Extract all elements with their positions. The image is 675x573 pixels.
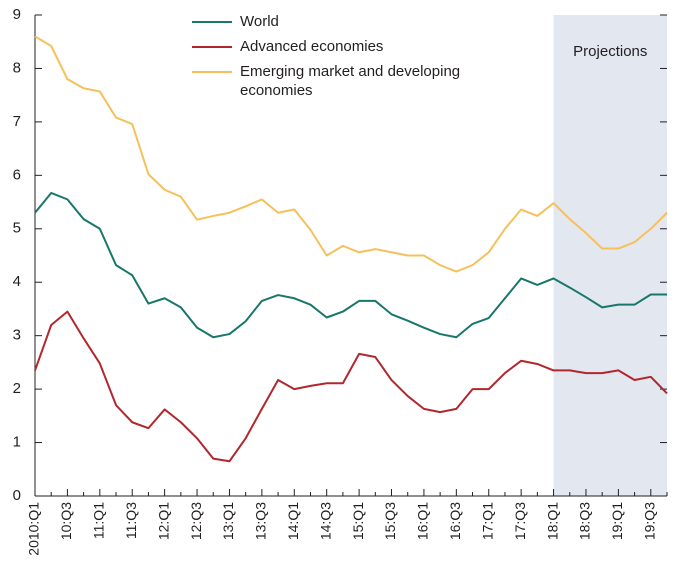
legend-label: Advanced economies xyxy=(240,38,384,55)
legend-swatch xyxy=(192,71,232,73)
legend: World Advanced economies Emerging market a… xyxy=(192,12,472,106)
x-tick-label: 18:Q1 xyxy=(544,502,560,540)
y-tick-label: 6 xyxy=(13,166,21,183)
x-tick-label: 13:Q1 xyxy=(220,502,236,540)
y-tick-label: 5 xyxy=(13,220,21,237)
legend-entry: Emerging market and developing economies xyxy=(192,62,472,100)
x-tick-label: 12:Q1 xyxy=(155,502,171,540)
legend-swatch xyxy=(192,21,232,23)
x-tick-label: 15:Q3 xyxy=(382,502,398,540)
series-line xyxy=(34,191,667,339)
projection-shade xyxy=(553,15,667,496)
x-tick-label: 16:Q1 xyxy=(415,502,431,540)
y-tick-label: 9 xyxy=(13,6,21,23)
x-tick-label: 11:Q1 xyxy=(91,502,107,539)
y-tick-label: 3 xyxy=(13,327,21,344)
y-tick-label: 7 xyxy=(13,113,21,130)
x-tick-label: 15:Q1 xyxy=(350,502,366,540)
legend-entry: Advanced economies xyxy=(192,37,472,56)
y-tick-label: 2 xyxy=(13,380,21,397)
legend-label: Emerging market and developing economies xyxy=(240,63,461,99)
y-tick-label: 0 xyxy=(13,487,21,504)
x-tick-label: 16:Q3 xyxy=(447,502,463,540)
y-tick-label: 1 xyxy=(13,434,21,451)
legend-label: World xyxy=(240,13,279,30)
y-tick-label: 4 xyxy=(13,273,21,290)
series-line xyxy=(34,35,668,273)
x-tick-label: 12:Q3 xyxy=(188,502,204,540)
x-tick-label: 13:Q3 xyxy=(253,502,269,540)
legend-entry: World xyxy=(192,12,472,31)
x-tick-label: 14:Q3 xyxy=(317,502,333,540)
x-tick-label: 17:Q1 xyxy=(479,502,495,540)
x-tick-label: 19:Q1 xyxy=(609,502,625,540)
x-tick-label: 17:Q3 xyxy=(512,502,528,540)
legend-swatch xyxy=(192,46,232,48)
x-tick-label: 18:Q3 xyxy=(577,502,593,540)
x-tick-label: 2010:Q1 xyxy=(26,502,42,556)
series-line xyxy=(34,310,668,463)
annotation: Projections xyxy=(573,43,647,60)
x-tick-label: 14:Q1 xyxy=(285,502,301,540)
x-tick-label: 19:Q3 xyxy=(641,502,657,540)
x-tick-label: 11:Q3 xyxy=(123,502,139,539)
x-tick-label: 10:Q3 xyxy=(58,502,74,540)
y-tick-label: 8 xyxy=(13,59,21,76)
